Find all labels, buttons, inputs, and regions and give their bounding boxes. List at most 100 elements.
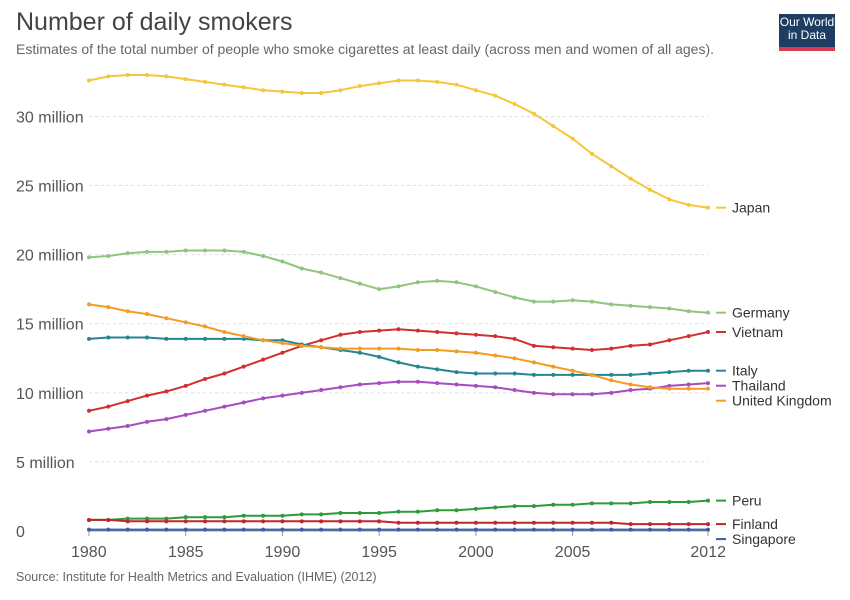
data-point-germany [589,299,594,304]
data-point-finland [106,517,111,522]
data-point-thailand [415,379,420,384]
data-point-italy [570,372,575,377]
legend-label-vietnam: Vietnam [732,324,783,340]
data-point-germany [299,266,304,271]
data-point-japan [203,79,208,84]
data-point-singapore [454,527,459,532]
data-point-italy [203,336,208,341]
chart-title: Number of daily smokers [16,8,293,36]
data-point-finland [628,522,633,527]
data-point-peru [299,512,304,517]
series-line-thailand [88,380,709,433]
data-point-vietnam [415,328,420,333]
data-point-peru [164,516,169,521]
data-point-thailand [531,390,536,395]
data-point-peru [531,504,536,509]
data-point-vietnam [551,345,556,350]
y-tick-label: 15 million [16,317,84,334]
data-point-japan [125,73,130,77]
data-point-singapore [667,527,672,532]
logo-line-1: Our World [779,15,835,29]
data-point-japan [589,151,594,156]
data-point-italy [454,370,459,375]
data-point-germany [87,255,91,260]
data-point-vietnam [686,334,691,339]
owid-logo[interactable]: Our World in Data [779,14,835,51]
data-point-united-kingdom [125,309,130,314]
data-point-peru [357,511,362,516]
data-point-finland [203,519,208,524]
data-point-japan [106,74,111,79]
legend-label-singapore: Singapore [732,531,796,547]
data-point-thailand [125,423,130,428]
data-point-japan [706,205,710,210]
data-point-germany [396,284,401,289]
data-point-united-kingdom [377,346,382,351]
data-point-japan [338,88,343,93]
data-point-vietnam [454,331,459,336]
data-point-germany [203,248,208,253]
data-point-thailand [261,396,266,401]
data-point-germany [145,249,150,254]
data-point-singapore [473,527,478,532]
data-point-finland [415,520,420,525]
data-point-vietnam [183,383,188,388]
data-point-peru [319,512,324,517]
data-point-united-kingdom [473,350,478,355]
x-tick-label: 2000 [458,544,494,561]
data-point-finland [164,519,169,524]
legend-label-finland: Finland [732,516,778,532]
x-tick-label: 2012 [690,544,726,561]
data-point-singapore [164,527,169,532]
data-point-italy [396,360,401,365]
data-point-vietnam [377,328,382,333]
data-point-united-kingdom [396,346,401,351]
data-point-singapore [493,527,498,532]
data-point-japan [531,111,536,116]
data-point-japan [261,88,266,93]
data-point-italy [125,335,130,340]
data-point-germany [241,249,246,254]
data-point-peru [183,515,188,520]
data-point-finland [589,520,594,525]
data-point-italy [145,335,150,340]
data-point-thailand [396,379,401,384]
data-point-italy [87,336,91,341]
data-point-japan [319,90,324,95]
data-point-italy [280,338,285,343]
data-point-thailand [706,381,710,386]
data-point-germany [551,299,556,304]
data-point-peru [647,499,652,504]
data-point-finland [435,520,440,525]
data-point-vietnam [531,343,536,348]
data-point-finland [280,519,285,524]
data-point-singapore [280,527,285,532]
data-point-vietnam [706,330,710,335]
data-point-singapore [609,527,614,532]
data-point-germany [570,298,575,303]
data-point-thailand [570,392,575,397]
data-point-singapore [396,527,401,532]
data-point-italy [183,336,188,341]
data-point-japan [628,176,633,181]
data-point-thailand [280,393,285,398]
data-point-singapore [647,527,652,532]
data-point-vietnam [319,338,324,343]
data-point-peru [512,504,517,509]
data-point-vietnam [261,357,266,362]
data-point-thailand [667,383,672,388]
data-point-finland [261,519,266,524]
data-point-thailand [241,400,246,405]
data-point-united-kingdom [647,385,652,390]
data-point-singapore [319,527,324,532]
series-line-united-kingdom [88,303,709,390]
data-point-germany [493,289,498,294]
data-point-united-kingdom [261,338,266,343]
data-point-germany [473,284,478,289]
data-point-thailand [203,408,208,413]
data-point-united-kingdom [164,316,169,321]
data-point-thailand [473,383,478,388]
legend-label-peru: Peru [732,493,762,509]
data-point-thailand [493,385,498,390]
data-point-italy [106,335,111,340]
